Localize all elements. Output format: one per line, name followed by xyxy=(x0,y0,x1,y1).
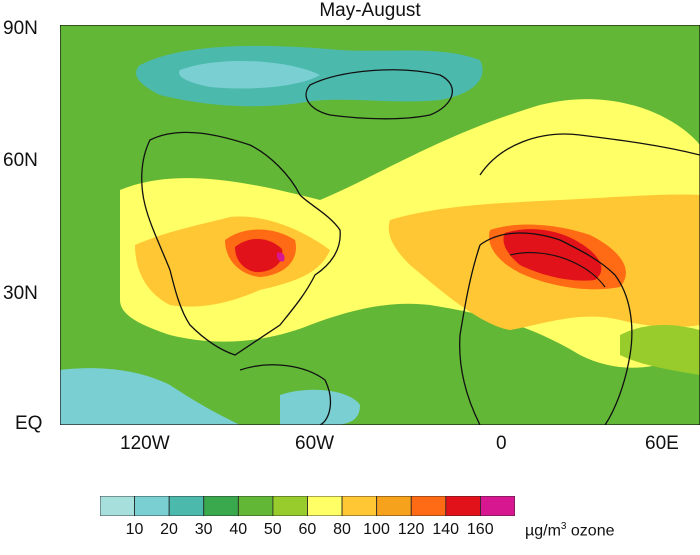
units-label: µg/m3 ozone xyxy=(525,521,615,540)
colorbar-swatch xyxy=(203,496,239,516)
coastline-greenland xyxy=(305,69,453,120)
colorbar-tick-label: 30 xyxy=(194,521,213,538)
coastline-africa-west xyxy=(459,244,481,425)
lon-label-60w: 60W xyxy=(295,433,335,454)
colorbar-swatch xyxy=(376,496,412,516)
region-teal-sw xyxy=(60,368,240,425)
colorbar-tick-label: 10 xyxy=(125,521,144,538)
colorbar-tick-label: 100 xyxy=(363,521,390,538)
colorbar-swatch xyxy=(480,496,515,516)
colorbar-tick-label: 140 xyxy=(432,521,460,538)
region-teal-satl xyxy=(280,389,360,425)
colorbar-tick-label: 60 xyxy=(298,521,317,538)
coastline-south-america xyxy=(239,364,332,425)
ozone-map xyxy=(60,25,700,425)
coastline-africa-east xyxy=(479,232,633,425)
colorbar-tick-label: 120 xyxy=(397,521,425,538)
colorbar-swatch xyxy=(134,496,170,516)
colorbar-swatch xyxy=(445,496,481,516)
lon-label-0: 0 xyxy=(496,433,507,454)
region-arctic-light xyxy=(179,60,320,89)
colorbar-swatch xyxy=(100,496,135,516)
colorbar-tick-label: 80 xyxy=(333,521,351,538)
region-green-south xyxy=(120,325,700,425)
colorbar-swatch xyxy=(168,496,205,516)
region-magenta-na xyxy=(276,252,285,262)
map-title: May-August xyxy=(319,0,421,21)
coastline-mediterranean xyxy=(509,252,606,288)
colorbar-tick-label: 160 xyxy=(466,521,494,538)
region-red-na xyxy=(235,238,283,273)
colorbar-swatch xyxy=(410,496,447,516)
colorbar-tick-label: 40 xyxy=(229,521,248,538)
coastline-eurasia xyxy=(479,133,700,176)
lat-label-90n: 90N xyxy=(3,18,38,39)
lon-label-60e: 60E xyxy=(645,433,679,454)
colorbar-swatch xyxy=(341,496,378,516)
lon-label-120w: 120W xyxy=(120,433,170,454)
lat-label-60n: 60N xyxy=(3,150,38,171)
colorbar-swatch xyxy=(307,496,343,516)
colorbar-tick-label: 20 xyxy=(160,521,178,538)
coastline-north-america xyxy=(141,131,341,356)
colorbar xyxy=(100,496,515,516)
region-ltgreen-east xyxy=(620,325,700,375)
colorbar-swatch xyxy=(272,496,308,516)
colorbar-tick-label: 50 xyxy=(263,521,282,538)
colorbar-swatch xyxy=(237,496,274,516)
lat-label-30n: 30N xyxy=(3,283,38,304)
lat-label-eq: EQ xyxy=(15,413,43,434)
